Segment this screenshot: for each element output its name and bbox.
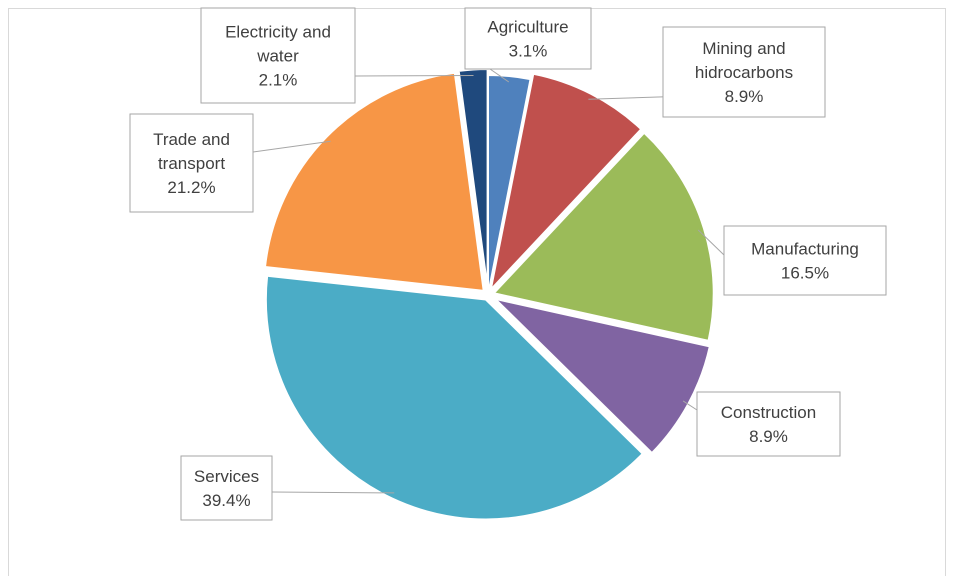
- data-label-value: 21.2%: [167, 178, 215, 197]
- leader-line-trade-and-transport: [252, 140, 331, 153]
- data-label-agriculture: Agriculture 3.1%: [464, 7, 592, 70]
- data-label-category: Electricity and: [225, 23, 331, 42]
- pie-slice-trade-and-transport: [263, 71, 485, 292]
- pie-slice-mining-and-hidrocarbons: [489, 72, 643, 293]
- leader-line-agriculture: [489, 68, 510, 83]
- leader-line-electricity-and-water: [354, 74, 474, 77]
- leader-line-services: [271, 491, 395, 494]
- data-label-electricity-and-water: Electricity and water 2.1%: [200, 7, 356, 104]
- data-label-box: [723, 225, 887, 296]
- pie-slice-services: [264, 274, 645, 521]
- data-label-box: [696, 391, 841, 457]
- data-label-value: 3.1%: [509, 42, 548, 61]
- data-label-mining-and-hidrocarbons: Mining and hidrocarbons 8.9%: [662, 26, 826, 118]
- data-label-category: Services: [194, 467, 259, 486]
- data-label-value: 8.9%: [749, 427, 788, 446]
- data-label-value: 39.4%: [202, 491, 250, 510]
- leader-line-construction: [682, 400, 698, 411]
- data-label-category: Mining and: [702, 39, 785, 58]
- data-label-category: Manufacturing: [751, 240, 859, 259]
- data-label-category: transport: [158, 154, 225, 173]
- data-label-category: Construction: [721, 403, 816, 422]
- data-label-category: Trade and: [153, 130, 230, 149]
- data-label-value: 8.9%: [725, 87, 764, 106]
- data-label-category: Agriculture: [487, 18, 568, 37]
- data-label-box: [129, 113, 254, 213]
- data-label-box: [464, 7, 592, 70]
- data-label-box: [200, 7, 356, 104]
- data-label-box: [180, 455, 273, 521]
- pie-slice-manufacturing: [491, 131, 715, 343]
- data-label-value: 16.5%: [781, 264, 829, 283]
- data-label-construction: Construction 8.9%: [696, 391, 841, 457]
- data-label-trade-and-transport: Trade and transport 21.2%: [129, 113, 254, 213]
- leader-line-manufacturing: [697, 229, 725, 256]
- data-label-box: [662, 26, 826, 118]
- data-label-value: 2.1%: [259, 71, 298, 90]
- data-label-services: Services 39.4%: [180, 455, 273, 521]
- data-label-category: water: [256, 47, 299, 66]
- data-label-manufacturing: Manufacturing 16.5%: [723, 225, 887, 296]
- data-label-category: hidrocarbons: [695, 63, 793, 82]
